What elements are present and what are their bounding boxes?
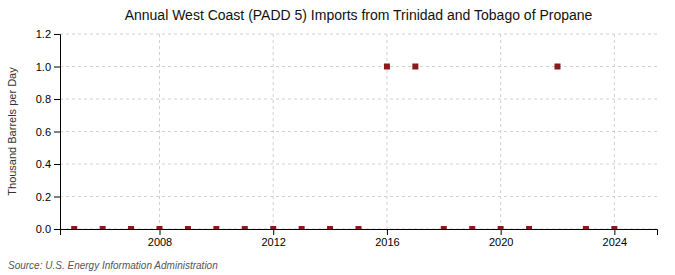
tick-label: 0.4 xyxy=(36,158,51,170)
tick-label: 0.0 xyxy=(36,223,51,235)
tick-mark xyxy=(614,229,615,235)
tick: 2024 xyxy=(603,229,627,248)
tick-label: 1.2 xyxy=(36,28,51,40)
tick-mark xyxy=(54,67,60,68)
point xyxy=(128,226,134,229)
tick-label: 2024 xyxy=(603,236,627,248)
tick-mark xyxy=(501,229,502,235)
tick-mark xyxy=(54,164,60,165)
tick: 1.2 xyxy=(36,28,60,40)
tick-label: 0.2 xyxy=(36,191,51,203)
tick: 0.8 xyxy=(36,93,60,105)
title: Annual West Coast (PADD 5) Imports from … xyxy=(125,7,593,23)
point xyxy=(441,226,447,229)
tick: 0.6 xyxy=(36,126,60,138)
grid-line xyxy=(159,34,160,229)
grid-line xyxy=(60,196,657,197)
point xyxy=(555,64,561,70)
tick: 0.0 xyxy=(36,223,60,235)
point xyxy=(270,226,276,229)
point xyxy=(384,64,390,70)
tick-label: 2016 xyxy=(375,236,399,248)
point xyxy=(157,226,163,229)
point xyxy=(469,226,475,229)
tick-label: 1.0 xyxy=(36,61,51,73)
grid-line xyxy=(60,99,657,100)
point xyxy=(327,226,333,229)
tick-mark xyxy=(54,34,60,35)
tick-label: 0.8 xyxy=(36,93,51,105)
tick: 1.0 xyxy=(36,61,60,73)
point xyxy=(611,226,617,229)
tick-label: 0.6 xyxy=(36,126,51,138)
point xyxy=(242,226,248,229)
annotation: Source: U.S. Energy Information Administ… xyxy=(8,260,218,271)
point xyxy=(185,226,191,229)
point xyxy=(498,226,504,229)
grid-line xyxy=(60,131,657,132)
y-axis-title: Thousand Barrels per Day xyxy=(6,67,18,196)
tick: 2012 xyxy=(261,229,285,248)
tick-mark xyxy=(160,229,161,235)
point xyxy=(583,226,589,229)
grid-line xyxy=(60,66,657,67)
tick-label: 2020 xyxy=(489,236,513,248)
point xyxy=(100,226,106,229)
y-axis: 0.0 0.2 0.4 0.6 0.8 1.0 1.2 xyxy=(36,28,61,235)
tick-label: 2012 xyxy=(261,236,285,248)
plot-area xyxy=(71,64,617,230)
grid xyxy=(60,34,657,229)
tick-mark xyxy=(54,197,60,198)
point xyxy=(412,64,418,70)
point xyxy=(213,226,219,229)
tick-mark xyxy=(273,229,274,235)
point xyxy=(526,226,532,229)
x-axis: 2008 2012 2016 2020 2024 xyxy=(61,229,658,248)
tick-mark xyxy=(54,229,60,230)
tick-mark xyxy=(54,132,60,133)
tick: 2016 xyxy=(375,229,399,248)
axis-line xyxy=(61,230,658,236)
axis-line xyxy=(54,35,61,230)
tick-mark xyxy=(387,229,388,235)
grid-line xyxy=(60,164,657,165)
point xyxy=(356,226,362,229)
point xyxy=(71,226,77,229)
point xyxy=(299,226,305,229)
chart: 2008 2012 2016 2020 2024 0.0 0.2 0.4 0.6 0.8 1.0 1.… xyxy=(0,0,675,275)
tick-mark xyxy=(54,99,60,100)
tick: 2008 xyxy=(148,229,172,248)
tick: 0.2 xyxy=(36,191,60,203)
tick: 2020 xyxy=(489,229,513,248)
tick: 0.4 xyxy=(36,158,60,170)
grid-line xyxy=(60,34,657,35)
tick-label: 2008 xyxy=(148,236,172,248)
